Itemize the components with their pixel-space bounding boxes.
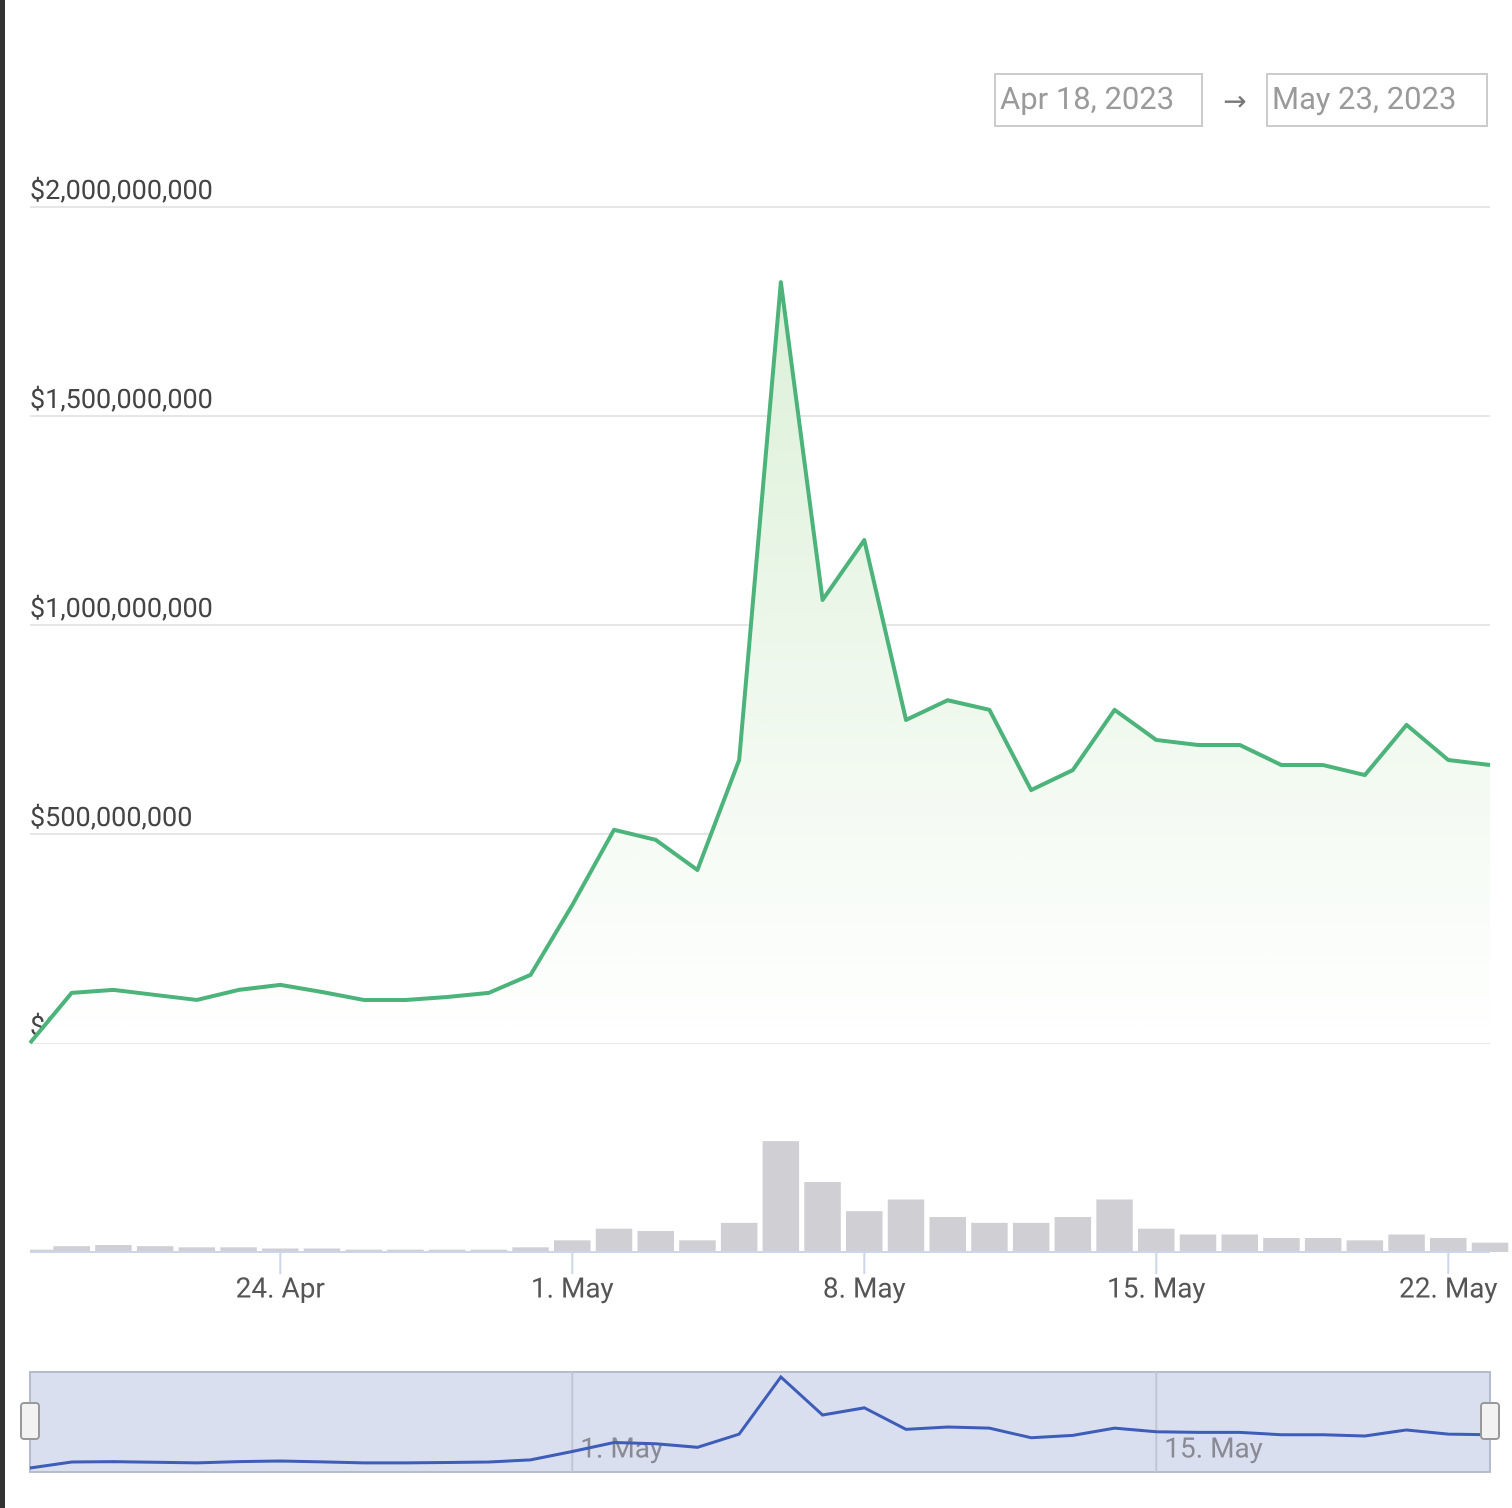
y-tick-label: $500,000,000 xyxy=(30,801,192,833)
x-tick-label: 8. May xyxy=(823,1271,906,1304)
date-from[interactable]: Apr 18, 2023 xyxy=(1000,80,1174,117)
volume-bar xyxy=(1304,1238,1342,1252)
date-arrow: → xyxy=(1223,84,1246,117)
volume-bar xyxy=(1221,1234,1258,1252)
volume-bar xyxy=(1138,1228,1175,1252)
volume-bar xyxy=(804,1182,841,1252)
volume-bar xyxy=(1012,1222,1050,1252)
volume-bar xyxy=(679,1240,716,1252)
volume-bar xyxy=(303,1248,341,1252)
date-from-box[interactable] xyxy=(994,73,1203,127)
volume-bar xyxy=(1388,1234,1425,1252)
y-tick-label: $1,000,000,000 xyxy=(30,592,213,624)
navigator-line xyxy=(29,1374,1491,1470)
volume-bar xyxy=(929,1217,966,1252)
volume-bar xyxy=(595,1228,633,1252)
volume-bar xyxy=(470,1249,508,1252)
date-to[interactable]: May 23, 2023 xyxy=(1272,80,1456,117)
volume-bar xyxy=(30,1249,67,1252)
volume-bar xyxy=(1179,1234,1217,1252)
date-to-box[interactable] xyxy=(1266,73,1488,127)
volume-bar xyxy=(554,1240,591,1252)
volume-bar xyxy=(846,1211,883,1252)
navigator-handle[interactable] xyxy=(1480,1402,1500,1440)
navigator-bg xyxy=(29,1371,1491,1473)
volume-bar xyxy=(971,1222,1008,1252)
volume-bar xyxy=(428,1249,466,1252)
volume-bar xyxy=(1096,1199,1133,1252)
volume-bar xyxy=(1054,1217,1092,1252)
volume-bar xyxy=(220,1247,257,1252)
x-tick-label: 1. May xyxy=(531,1271,614,1304)
volume-bar xyxy=(762,1141,800,1252)
volume-bar xyxy=(53,1246,90,1252)
y-tick-label: $1,500,000,000 xyxy=(30,383,213,415)
x-tick-label: 15. May xyxy=(1107,1271,1206,1304)
volume-bar xyxy=(1346,1240,1384,1252)
volume-bar xyxy=(720,1222,758,1252)
volume-bar xyxy=(887,1199,925,1252)
volume-bar xyxy=(637,1231,674,1252)
volume-bar xyxy=(345,1249,382,1252)
volume-bar xyxy=(1263,1238,1300,1252)
window-edge xyxy=(0,0,5,1508)
volume-bar xyxy=(95,1245,132,1252)
line xyxy=(28,280,1491,1045)
volume-bar xyxy=(1430,1238,1467,1252)
volume-bar xyxy=(178,1247,216,1252)
volume-bar xyxy=(136,1246,174,1252)
navigator-label: 15. May xyxy=(1164,1431,1263,1464)
x-tick-label: 24. Apr xyxy=(236,1271,326,1304)
x-tick-label: 22. May xyxy=(1399,1271,1498,1304)
volume-bar xyxy=(512,1247,549,1252)
volume-bar xyxy=(1471,1242,1509,1252)
navigator-handle[interactable] xyxy=(20,1402,40,1440)
volume-bar xyxy=(387,1249,424,1252)
volume-bar xyxy=(262,1248,299,1252)
area xyxy=(30,282,1490,1043)
y-tick-label: $2,000,000,000 xyxy=(30,174,213,206)
